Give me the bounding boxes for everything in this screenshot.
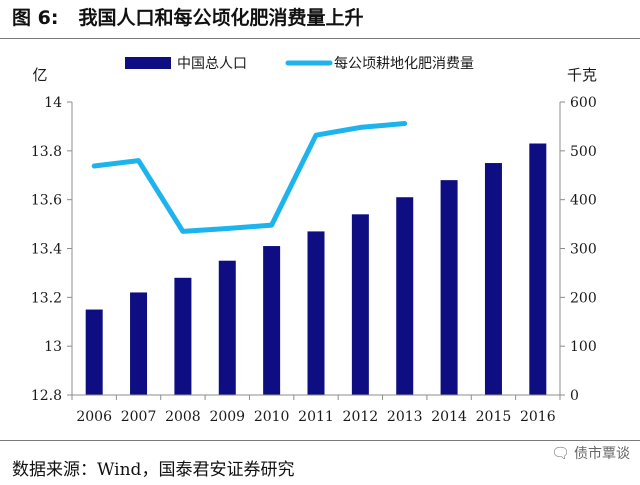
series-line [91,121,408,234]
x-tick-label: 2013 [387,409,423,425]
top-divider [0,38,640,39]
x-tick-label: 2010 [254,409,290,425]
figure-title-text: 我国人口和每公顷化肥消费量上升 [78,7,364,29]
right-tick-label: 100 [570,339,597,355]
figure-title: 图 6: 我国人口和每公顷化肥消费量上升 [12,2,363,34]
bar [218,260,236,395]
right-tick-label: 400 [570,193,597,209]
left-tick-label: 13 [44,339,62,355]
x-tick-label: 2011 [298,409,334,425]
bar [529,143,547,395]
x-tick-label: 2009 [209,409,245,425]
combo-chart: 12.8 13 13.2 13.4 13.6 13.8 14 0 100 200 300 400 500… [31,55,597,425]
x-tick-label: 2016 [520,409,556,425]
x-tick-label: 2012 [343,409,379,425]
source-note: 数据来源：Wind，国泰君安证券研究 [12,460,295,480]
right-tick-label: 300 [570,242,597,258]
left-tick-label: 13.6 [31,193,62,209]
bar [396,197,414,395]
right-tick-label: 0 [570,388,579,404]
right-axis-unit: 千克 [567,66,597,84]
left-tick-label: 14 [44,95,62,111]
left-tick-label: 13.4 [31,242,62,258]
left-tick-label: 12.8 [31,388,62,404]
watermark-text: 债市覃谈 [574,446,630,462]
bar [174,277,192,395]
watermark: 🗨 债市覃谈 [551,443,630,463]
bar [263,246,281,395]
figure-label: 图 6: [12,7,59,29]
left-tick-label: 13.2 [31,290,62,306]
legend-label-line: 每公顷耕地化肥消费量 [334,55,474,72]
x-tick-label: 2007 [121,409,157,425]
right-tick-label: 500 [570,144,597,160]
x-tick-label: 2008 [165,409,201,425]
bar [351,214,369,395]
bar [440,180,458,395]
bar [484,163,502,395]
right-tick-label: 200 [570,290,597,306]
chat-bubble-icon: 🗨 [550,444,570,462]
bar [307,231,325,395]
left-tick-label: 13.8 [31,144,62,160]
x-tick-label: 2014 [431,409,467,425]
left-axis-unit: 亿 [32,66,47,84]
legend-label-bar: 中国总人口 [177,56,247,72]
bar [85,309,103,395]
legend-swatch-bar [125,57,171,69]
bar [130,292,148,395]
x-tick-label: 2006 [76,409,112,425]
x-tick-label: 2015 [476,409,512,425]
bottom-divider [0,440,640,441]
right-tick-label: 600 [570,95,597,111]
